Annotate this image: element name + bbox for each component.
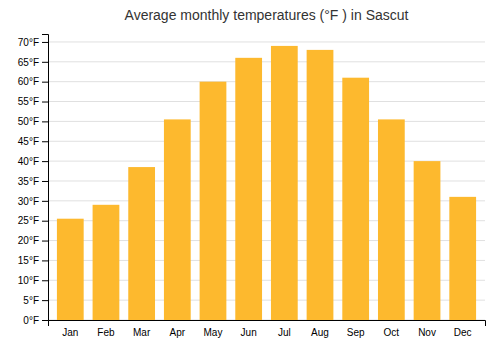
x-tick-label: Jul (278, 327, 291, 338)
y-tick: 50°F (18, 116, 48, 127)
y-tick-mark (42, 102, 48, 103)
y-axis: 0°F 5°F 10°F 15°F 20°F 25°F 30°F 35°F 40°F 45°F 50… (18, 35, 49, 326)
x-tick-label: May (204, 327, 223, 338)
x-tick-label: Apr (170, 327, 186, 338)
bar (378, 119, 405, 320)
y-tick-mark (42, 241, 48, 242)
x-axis-line (49, 321, 486, 327)
y-tick-mark (42, 221, 48, 222)
grid-line (48, 81, 485, 82)
y-tick-mark (42, 300, 48, 301)
bar (449, 197, 476, 320)
y-tick-mark (42, 320, 48, 321)
x-tick-label: Feb (97, 327, 115, 338)
title: Average monthly temperatures (°F ) in Sa… (125, 7, 409, 23)
y-tick-mark (42, 260, 48, 261)
bar (128, 167, 155, 320)
bar (93, 205, 120, 320)
y-tick-label: 20°F (18, 235, 39, 246)
y-tick: 30°F (18, 196, 48, 207)
y-tick: 5°F (23, 295, 48, 306)
grid-line (48, 41, 485, 42)
y-tick-label: 45°F (18, 136, 39, 147)
plot-area: 0°F 5°F 10°F 15°F 20°F 25°F 30°F 35°F 40°F 45°F 50… (18, 35, 486, 339)
y-tick-mark (42, 121, 48, 122)
y-tick: 55°F (18, 96, 48, 107)
bar (235, 58, 262, 320)
y-tick-mark (42, 141, 48, 142)
x-tick-label: Nov (418, 327, 436, 338)
y-tick: 70°F (18, 37, 48, 48)
y-tick-label: 55°F (18, 96, 39, 107)
y-tick-label: 15°F (18, 255, 39, 266)
x-tick-label: Sep (347, 327, 365, 338)
y-tick-mark (42, 42, 48, 43)
bar (200, 82, 227, 320)
x-tick-label: Oct (384, 327, 400, 338)
x-tick: Mar (133, 327, 151, 338)
bar (271, 46, 298, 320)
x-axis: Jan Feb Mar Apr May Jun Jul Aug Sep Oct Nov Dec (49, 321, 486, 339)
y-axis-line (42, 35, 49, 321)
y-tick: 25°F (18, 215, 48, 226)
x-tick: Oct (384, 327, 400, 338)
y-tick-label: 40°F (18, 156, 39, 167)
y-tick-mark (42, 161, 48, 162)
x-tick: Apr (170, 327, 186, 338)
y-tick: 60°F (18, 76, 48, 87)
y-tick-label: 65°F (18, 57, 39, 68)
y-tick-label: 5°F (23, 295, 39, 306)
y-tick: 40°F (18, 156, 48, 167)
x-tick: Jun (241, 327, 257, 338)
x-tick-label: Jun (241, 327, 257, 338)
grid (48, 42, 485, 320)
x-tick: Jul (278, 327, 291, 338)
y-tick: 35°F (18, 176, 48, 187)
y-tick-label: 25°F (18, 215, 39, 226)
grid-line (48, 101, 485, 102)
y-tick-mark (42, 201, 48, 202)
x-tick-label: Jan (62, 327, 78, 338)
y-tick-label: 35°F (18, 176, 39, 187)
x-tick: Dec (454, 327, 472, 338)
x-tick: May (204, 327, 223, 338)
y-tick-mark (42, 280, 48, 281)
x-tick-label: Aug (311, 327, 329, 338)
y-tick-mark (42, 181, 48, 182)
y-tick-label: 70°F (18, 37, 39, 48)
grid-line (48, 121, 485, 122)
y-tick-label: 0°F (23, 315, 39, 326)
y-tick-mark (42, 62, 48, 63)
chart-svg: 0°F 5°F 10°F 15°F 20°F 25°F 30°F 35°F 40°F 45°F 50… (0, 0, 500, 350)
y-tick: 0°F (23, 315, 48, 326)
y-tick: 15°F (18, 255, 48, 266)
bar (307, 50, 334, 320)
x-tick-label: Dec (454, 327, 472, 338)
y-tick: 20°F (18, 235, 48, 246)
y-tick-label: 10°F (18, 275, 39, 286)
bar (164, 119, 191, 320)
bars (57, 46, 476, 320)
x-tick: Aug (311, 327, 329, 338)
x-tick-label: Mar (133, 327, 151, 338)
bar (342, 78, 369, 320)
grid-line (48, 61, 485, 62)
y-tick-label: 50°F (18, 116, 39, 127)
y-tick-label: 30°F (18, 196, 39, 207)
x-tick: Feb (97, 327, 115, 338)
y-tick: 10°F (18, 275, 48, 286)
bar (57, 219, 84, 320)
y-tick: 45°F (18, 136, 48, 147)
y-tick-label: 60°F (18, 76, 39, 87)
y-tick: 65°F (18, 57, 48, 68)
bar (414, 161, 441, 320)
grid-line (48, 141, 485, 142)
x-tick: Nov (418, 327, 436, 338)
chart-container: 0°F 5°F 10°F 15°F 20°F 25°F 30°F 35°F 40°F 45°F 50… (0, 0, 500, 350)
y-tick-mark (42, 82, 48, 83)
x-tick: Jan (62, 327, 78, 338)
x-tick: Sep (347, 327, 365, 338)
